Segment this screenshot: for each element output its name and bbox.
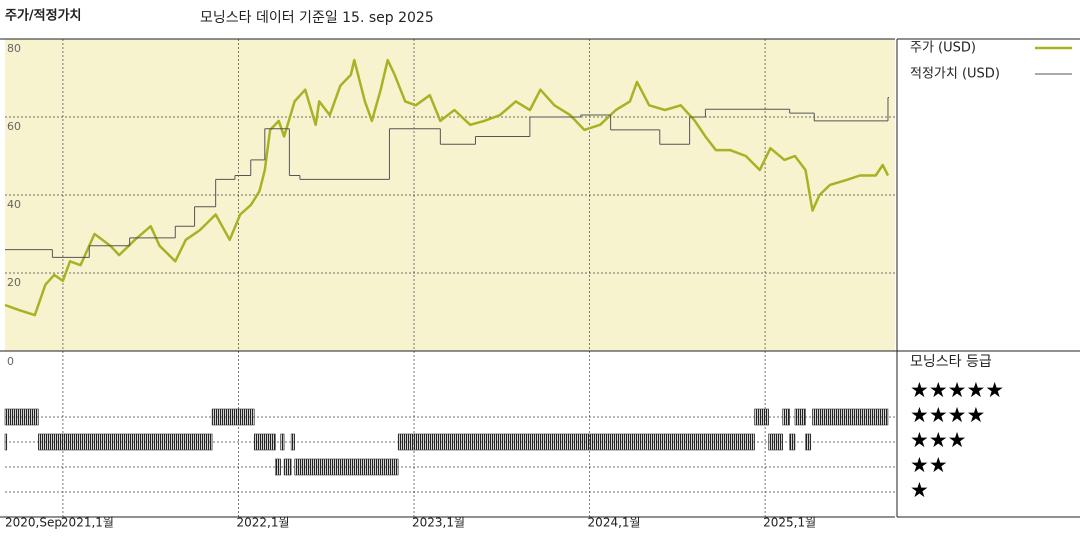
- rating-bar: [290, 433, 295, 451]
- y-tick-label: 60: [7, 120, 21, 133]
- rating-bar: [812, 408, 889, 426]
- rating-bar: [253, 433, 276, 451]
- rating-bar: [38, 433, 213, 451]
- y-tick-label: 40: [7, 198, 21, 211]
- y-tick-label: 20: [7, 276, 21, 289]
- rating-bar: [4, 433, 8, 451]
- rating-legend: ★★: [910, 453, 948, 477]
- rating-bar: [280, 433, 285, 451]
- rating-bar: [789, 433, 796, 451]
- legend-label: 적정가치 (USD): [910, 67, 1000, 82]
- price-line: [4, 58, 890, 317]
- chart-title: 주가/적정가치: [5, 8, 82, 24]
- legend-label: 주가 (USD): [910, 41, 976, 56]
- rating-bar: [794, 408, 806, 426]
- rating-title: 모닝스타 등급: [910, 354, 992, 370]
- rating-bar: [283, 458, 292, 476]
- rating-bar: [294, 458, 399, 476]
- x-tick-label: 2025,1월: [763, 516, 816, 530]
- rating-bar: [782, 408, 790, 426]
- rating-bar: [4, 408, 39, 426]
- x-tick-label: 2024,1월: [588, 516, 641, 530]
- rating-bar: [805, 433, 812, 451]
- rating-legend: ★★★★★: [910, 378, 1004, 402]
- rating-bar: [754, 408, 769, 426]
- rating-axis-label: 0: [7, 355, 14, 368]
- x-tick-label: 2020,Sep: [5, 516, 62, 530]
- rating-legend: ★★★★: [910, 403, 985, 427]
- chart-subtitle: 모닝스타 데이터 기준일 15. sep 2025: [200, 10, 434, 26]
- rating-bar: [275, 458, 281, 476]
- rating-bar: [397, 433, 755, 451]
- x-tick-label: 2023,1월: [412, 516, 465, 530]
- x-tick-label: 2021,1월: [61, 516, 114, 530]
- x-tick-label: 2022,1월: [236, 516, 289, 530]
- rating-bar: [211, 408, 255, 426]
- rating-bar: [768, 433, 783, 451]
- rating-legend: ★★★: [910, 428, 966, 452]
- y-tick-label: 80: [7, 42, 21, 55]
- rating-legend: ★: [910, 478, 929, 502]
